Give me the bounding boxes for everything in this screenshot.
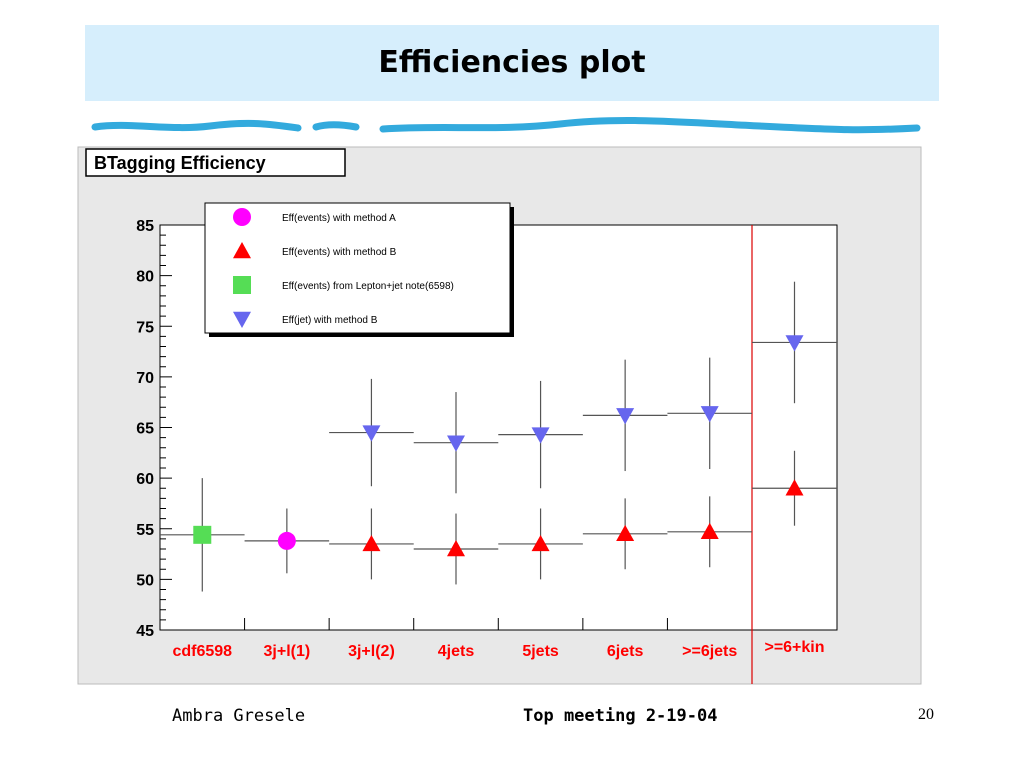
marker-triangle-down xyxy=(785,335,804,352)
x-category-label: >=6+kin xyxy=(764,639,824,656)
marker-triangle-up xyxy=(447,540,465,557)
wave-stroke-1 xyxy=(91,119,302,132)
data-point xyxy=(329,508,414,580)
y-tick-label: 75 xyxy=(136,319,154,336)
legend: Eff(events) with method A Eff(events) wit… xyxy=(204,202,514,337)
y-tick-label: 45 xyxy=(136,623,154,640)
y-tick-label: 55 xyxy=(136,522,154,539)
marker-triangle-up xyxy=(700,522,719,539)
decorative-wave-divider xyxy=(91,117,921,134)
data-point xyxy=(329,378,414,487)
y-tick-label: 60 xyxy=(136,471,154,488)
y-tick-label: 85 xyxy=(136,218,154,235)
wave-stroke-2 xyxy=(312,121,360,131)
y-tick-label: 65 xyxy=(136,421,154,438)
y-tick-label: 80 xyxy=(136,269,154,286)
marker-square xyxy=(193,525,212,544)
chart-title-box xyxy=(85,148,346,177)
marker-triangle-down xyxy=(616,408,635,425)
marker-triangle-up xyxy=(616,524,635,542)
marker-triangle-up xyxy=(233,242,251,259)
data-point xyxy=(413,513,499,585)
marker-triangle-down xyxy=(531,427,550,444)
legend-label: Eff(events) with method A xyxy=(282,213,396,224)
y-axis: 45 50 55 60 65 70 75 80 85 xyxy=(136,218,172,640)
legend-entry: Eff(jet) with method B xyxy=(233,311,378,328)
legend-label: Eff(events) with method B xyxy=(282,247,397,258)
marker-circle xyxy=(233,208,251,226)
chart-title: BTagging Efficiency xyxy=(94,153,266,173)
marker-circle xyxy=(277,531,296,550)
data-point xyxy=(667,357,752,470)
y-tick-label: 70 xyxy=(136,370,154,387)
marker-square xyxy=(233,276,251,294)
data-point xyxy=(667,496,752,568)
data-point xyxy=(413,392,499,494)
x-category-label: 4jets xyxy=(438,643,475,660)
legend-entry: Eff(events) with method A xyxy=(233,208,396,226)
data-point xyxy=(244,508,330,574)
data-points xyxy=(160,281,837,592)
marker-triangle-down xyxy=(233,311,251,328)
marker-triangle-up xyxy=(531,534,550,552)
wave-stroke-3 xyxy=(379,117,921,134)
x-category-label: 3j+l(1) xyxy=(264,643,311,660)
data-point xyxy=(498,508,583,580)
data-point xyxy=(582,359,668,472)
legend-label: Eff(jet) with method B xyxy=(282,315,378,326)
page-number: 20 xyxy=(918,706,934,723)
x-category-label: 5jets xyxy=(522,643,559,660)
data-point xyxy=(498,380,583,489)
legend-box xyxy=(204,202,511,334)
data-point xyxy=(752,281,837,404)
title-band: Efficiencies plot xyxy=(85,25,939,101)
marker-triangle-up xyxy=(785,479,804,496)
data-point xyxy=(582,498,668,570)
legend-entry: Eff(events) from Lepton+jet note(6598) xyxy=(233,276,454,294)
legend-entry: Eff(events) with method B xyxy=(233,242,397,259)
y-tick-label: 50 xyxy=(136,572,154,589)
data-point xyxy=(752,450,837,526)
marker-triangle-up xyxy=(362,534,381,552)
footer-author: Ambra Gresele xyxy=(172,706,306,726)
x-category-label: cdf6598 xyxy=(172,643,232,660)
slide-title: Efficiencies plot xyxy=(378,45,646,80)
x-category-label: >=6jets xyxy=(682,643,737,660)
x-category-labels: cdf6598 3j+l(1) 3j+l(2) 4jets 5jets 6jets >=6j… xyxy=(172,618,825,660)
footer-meeting: Top meeting 2-19-04 xyxy=(523,706,718,726)
x-category-label: 3j+l(2) xyxy=(348,643,395,660)
marker-triangle-down xyxy=(362,425,381,442)
legend-label: Eff(events) from Lepton+jet note(6598) xyxy=(282,281,454,292)
marker-triangle-down xyxy=(447,435,465,452)
x-category-label: 6jets xyxy=(607,643,644,660)
marker-triangle-down xyxy=(700,406,719,423)
data-point xyxy=(160,478,245,592)
